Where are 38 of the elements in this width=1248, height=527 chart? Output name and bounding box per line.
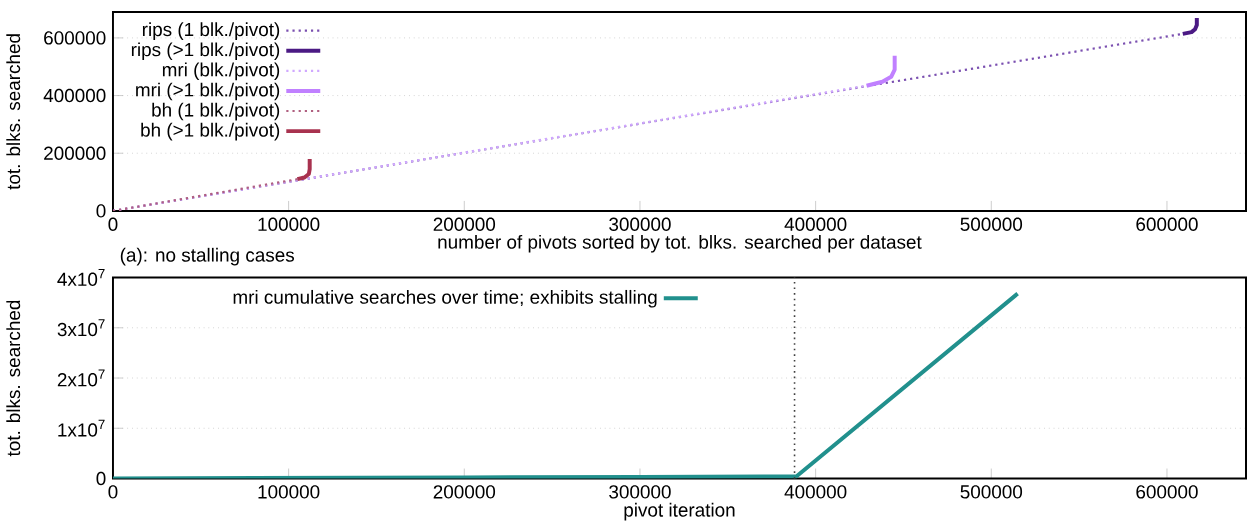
legend-label: rips (1 blk./pivot) — [142, 22, 280, 41]
line-series — [1180, 16, 1199, 36]
x-tick-label: 200000 — [433, 485, 496, 499]
x-tick-label: 300000 — [609, 217, 671, 232]
y-tick-label: 2x10$^{7}$ — [57, 369, 105, 387]
line-series — [295, 157, 312, 182]
x-tick-label: 500000 — [960, 485, 1023, 499]
y-tick-label: 4x10$^{7}$ — [57, 269, 105, 287]
y-tick-label: 3x10$^{7}$ — [57, 319, 105, 337]
x-axis-title: number of pivots sorted by tot. blks. searched per dataset — [438, 235, 922, 253]
x-tick-label: 500000 — [960, 217, 1023, 232]
legend-label: bh (1 blk./pivot) — [152, 102, 280, 121]
y-tick-label: 400000 — [43, 89, 106, 103]
legend-label: bh (>1 blk./pivot) — [141, 122, 280, 141]
line-series — [864, 53, 897, 88]
legend-label: mri (>1 blk./pivot) — [136, 82, 280, 101]
y-axis-title: tot. blks. searched — [6, 300, 21, 457]
y-tick-label: 600000 — [44, 31, 106, 45]
y-tick-label: 0 — [96, 471, 106, 486]
legend-label: mri cumulative searches over time; exhibits stalling — [233, 290, 657, 308]
text: (a): no stalling cases — [120, 247, 295, 266]
x-tick-label: 100000 — [258, 217, 320, 232]
x-tick-label: 400000 — [784, 217, 847, 232]
x-tick-label: 400000 — [784, 485, 847, 499]
y-tick-label: 200000 — [44, 146, 106, 161]
x-axis-title: pivot iteration — [624, 502, 735, 521]
x-tick-label: 0 — [108, 485, 118, 499]
x-tick-label: 600000 — [1136, 485, 1198, 499]
x-tick-label: 100000 — [258, 485, 320, 499]
x-tick-label: 300000 — [609, 485, 671, 499]
legend-label: mri (blk./pivot) — [162, 62, 280, 81]
y-tick-label: 1x10$^{7}$ — [58, 419, 105, 437]
y-tick-label: 0 — [96, 204, 106, 218]
x-tick-label: 0 — [108, 217, 118, 232]
legend-label: rips (>1 blk./pivot) — [131, 42, 280, 61]
x-tick-label: 600000 — [1136, 217, 1198, 232]
y-axis-title: tot. blks. searched — [6, 34, 21, 190]
x-tick-label: 200000 — [433, 217, 496, 232]
